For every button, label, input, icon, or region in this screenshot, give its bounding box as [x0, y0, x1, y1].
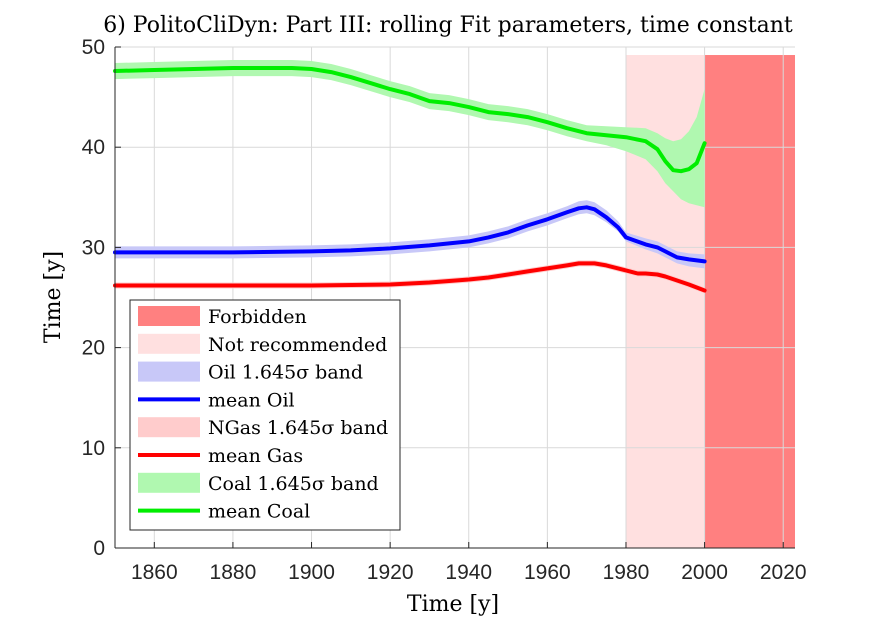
y-tick-label: 40: [82, 136, 105, 159]
y-tick-label: 0: [93, 537, 105, 560]
x-tick-label: 1980: [603, 561, 650, 584]
chart-title: 6) PolitoCliDyn: Part III: rolling Fit p…: [103, 13, 793, 38]
axes: [114, 46, 795, 549]
legend-swatch: [138, 361, 200, 382]
legend-label: Not recommended: [208, 334, 387, 356]
x-tick-label: 2000: [681, 561, 728, 584]
x-axis-label: Time [y]: [407, 592, 499, 617]
x-tick-label: 1900: [288, 561, 335, 584]
legend-swatch: [138, 472, 200, 493]
legend-swatch: [138, 306, 200, 326]
y-tick-label: 50: [82, 36, 105, 59]
legend-label: mean Gas: [208, 445, 303, 467]
legend-swatch: [138, 333, 200, 354]
region-forbidden: [704, 55, 795, 549]
x-tick-label: 1960: [524, 561, 571, 584]
x-tick-label: 1920: [367, 561, 414, 584]
legend-label: mean Coal: [208, 501, 310, 523]
legend-label: Coal 1.645σ band: [208, 473, 379, 495]
line-mean-coal: [113, 66, 707, 174]
y-tick-label: 20: [82, 337, 105, 360]
x-tick-label: 1860: [131, 561, 178, 584]
y-tick-label: 30: [82, 236, 105, 259]
line-mean-oil: [113, 205, 707, 264]
shaded-regions: [625, 55, 795, 549]
mean-lines: [113, 66, 707, 293]
y-axis-label: Time [y]: [41, 251, 66, 343]
x-tick-label: 1940: [445, 561, 492, 584]
legend: Forbidden Not recommended Oil 1.645σ band m…: [129, 299, 401, 531]
legend-label: Forbidden: [208, 306, 307, 328]
tick-labels: 1860 1880 1900 1920 1940 1960 1980 2000 2020 0 10 2…: [82, 36, 807, 584]
line-mean-gas: [113, 261, 707, 293]
legend-label: NGas 1.645σ band: [208, 417, 388, 439]
legend-label: mean Oil: [208, 389, 295, 411]
x-tick-label: 2020: [760, 561, 807, 584]
legend-label: Oil 1.645σ band: [208, 362, 363, 384]
x-tick-label: 1880: [210, 561, 257, 584]
y-tick-label: 10: [82, 437, 105, 460]
legend-swatch: [138, 417, 200, 438]
